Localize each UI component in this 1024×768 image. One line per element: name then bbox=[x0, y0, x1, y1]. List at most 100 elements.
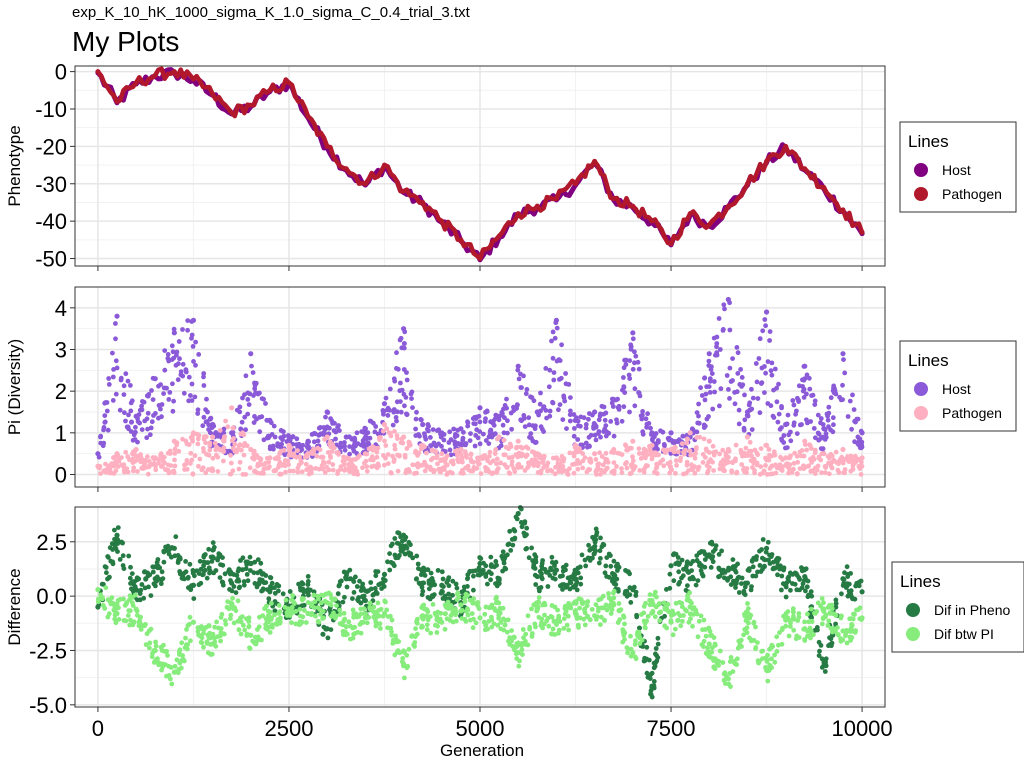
data-point bbox=[380, 428, 386, 434]
data-point bbox=[501, 560, 507, 566]
data-point bbox=[765, 652, 770, 658]
data-point bbox=[383, 599, 388, 605]
data-point bbox=[268, 575, 274, 581]
data-point bbox=[242, 414, 248, 420]
data-point bbox=[812, 402, 818, 407]
data-point bbox=[406, 540, 412, 545]
data-point bbox=[829, 459, 835, 465]
data-point bbox=[604, 429, 610, 435]
data-point bbox=[153, 467, 159, 473]
data-point bbox=[604, 465, 610, 471]
data-point bbox=[243, 566, 249, 572]
data-point bbox=[364, 464, 370, 469]
data-point bbox=[670, 632, 676, 638]
data-point bbox=[855, 440, 860, 446]
data-point bbox=[439, 443, 444, 449]
data-point bbox=[207, 447, 213, 453]
data-point bbox=[236, 443, 242, 448]
data-point bbox=[212, 635, 217, 641]
data-point bbox=[758, 569, 764, 574]
data-point bbox=[808, 618, 814, 624]
data-point bbox=[797, 466, 803, 471]
data-point bbox=[630, 336, 636, 342]
data-point bbox=[822, 464, 828, 469]
data-point bbox=[316, 432, 322, 438]
data-point bbox=[277, 609, 283, 614]
data-point bbox=[329, 449, 335, 454]
data-point bbox=[614, 464, 619, 469]
data-point bbox=[485, 466, 490, 472]
data-point bbox=[574, 616, 580, 621]
data-point bbox=[812, 610, 817, 616]
data-point bbox=[244, 631, 250, 637]
data-point bbox=[801, 364, 807, 369]
data-point bbox=[777, 426, 783, 432]
data-point bbox=[631, 584, 637, 590]
data-point bbox=[758, 446, 764, 451]
data-point bbox=[350, 596, 355, 601]
data-point bbox=[396, 530, 402, 536]
data-point bbox=[147, 640, 153, 646]
data-point bbox=[673, 470, 678, 476]
data-point bbox=[201, 563, 207, 569]
data-point bbox=[131, 619, 137, 625]
data-point bbox=[763, 323, 768, 329]
y-axis-title: Phenotype bbox=[5, 125, 24, 206]
data-point bbox=[462, 449, 468, 454]
data-point bbox=[106, 376, 112, 381]
data-point bbox=[652, 446, 658, 452]
data-point bbox=[305, 579, 311, 584]
data-point bbox=[188, 393, 193, 398]
data-point bbox=[647, 443, 652, 449]
data-point bbox=[695, 634, 701, 640]
legend-title: Lines bbox=[908, 351, 949, 370]
data-point bbox=[143, 622, 148, 627]
data-point bbox=[721, 677, 727, 683]
data-point bbox=[410, 462, 416, 468]
data-point bbox=[587, 467, 593, 472]
data-point bbox=[673, 458, 679, 463]
data-point bbox=[786, 633, 792, 639]
data-point bbox=[367, 600, 373, 606]
data-point bbox=[372, 616, 378, 622]
data-point bbox=[528, 431, 534, 436]
data-point bbox=[838, 636, 843, 641]
data-point bbox=[661, 463, 667, 469]
data-point bbox=[228, 453, 234, 458]
data-point bbox=[578, 581, 584, 587]
data-point bbox=[402, 341, 407, 346]
data-point bbox=[430, 578, 436, 584]
data-point bbox=[311, 592, 317, 598]
data-point bbox=[816, 437, 822, 443]
data-point bbox=[199, 635, 205, 641]
data-point bbox=[779, 436, 784, 442]
data-point bbox=[652, 614, 658, 620]
data-point bbox=[727, 671, 733, 676]
data-point bbox=[128, 564, 133, 570]
data-point bbox=[175, 560, 181, 565]
data-point bbox=[702, 423, 708, 429]
data-point bbox=[397, 650, 402, 656]
data-point bbox=[675, 449, 681, 455]
data-point bbox=[230, 468, 236, 474]
data-point bbox=[708, 655, 714, 660]
data-point bbox=[826, 460, 831, 466]
data-point bbox=[114, 532, 120, 538]
data-point bbox=[119, 462, 125, 468]
data-point bbox=[787, 455, 792, 461]
data-point bbox=[180, 436, 185, 442]
data-point bbox=[254, 584, 260, 590]
data-point bbox=[347, 444, 352, 449]
data-point bbox=[561, 626, 567, 631]
data-point bbox=[312, 599, 318, 605]
data-point bbox=[201, 446, 206, 451]
data-point bbox=[430, 427, 436, 432]
data-point bbox=[594, 532, 599, 538]
data-point bbox=[468, 456, 474, 462]
series-pathogen bbox=[95, 66, 865, 262]
data-point bbox=[195, 407, 201, 413]
data-point bbox=[422, 468, 428, 474]
data-point bbox=[228, 616, 233, 621]
data-point bbox=[381, 571, 388, 577]
data-point bbox=[856, 463, 862, 469]
